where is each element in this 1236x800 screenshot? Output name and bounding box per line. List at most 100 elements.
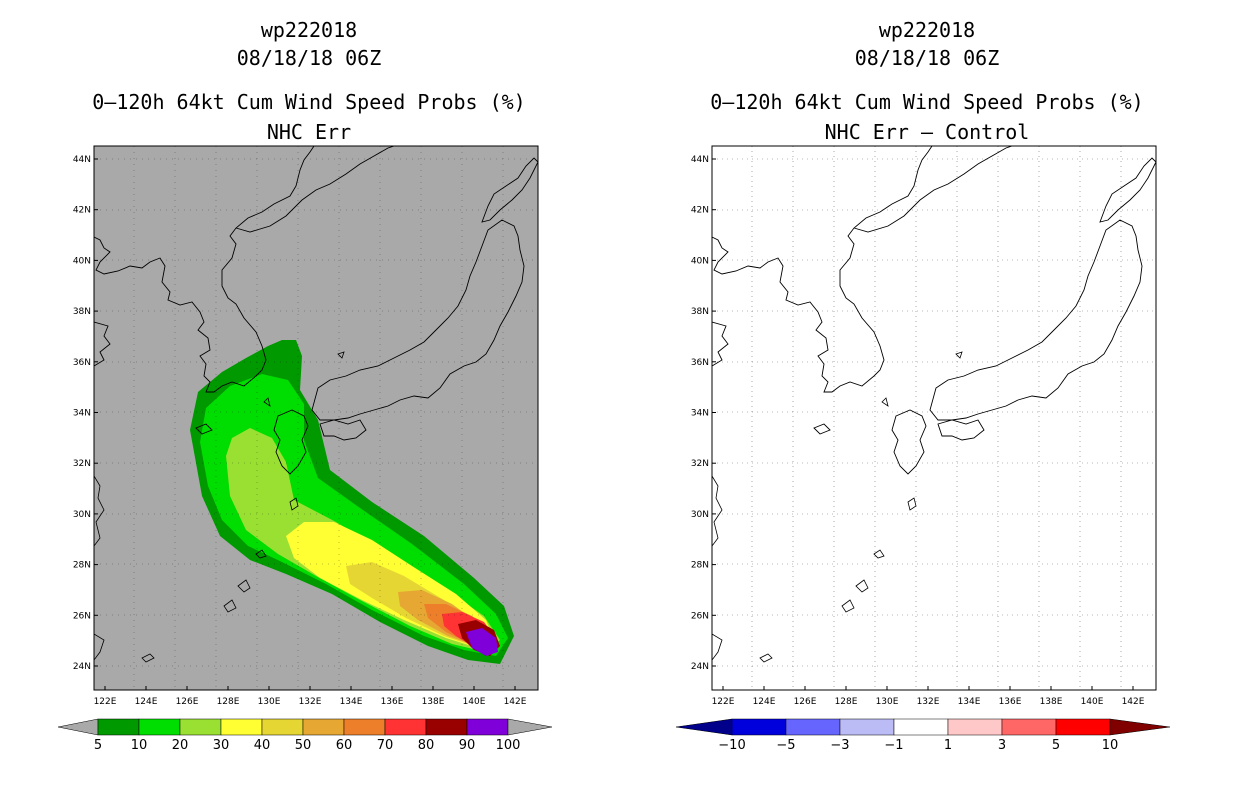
right-lon-label: 140E <box>1081 697 1104 707</box>
colorbar-label: −1 <box>884 738 903 753</box>
right-lon-label: 128E <box>835 697 858 707</box>
left-lon-label: 130E <box>258 697 281 707</box>
colorbar-swatch <box>138 718 181 736</box>
right-lon-label: 138E <box>1040 697 1063 707</box>
right-map-frame <box>711 145 1157 691</box>
colorbar-high-arrow <box>1109 718 1171 736</box>
colorbar-swatch <box>302 718 345 736</box>
colorbar-swatch <box>220 718 263 736</box>
left-lon-label: 132E <box>299 697 322 707</box>
left-lon-label: 142E <box>504 697 527 707</box>
colorbar-label: 1 <box>944 738 952 753</box>
colorbar-swatch <box>97 718 140 736</box>
left-lon-label: 128E <box>217 697 240 707</box>
right-map-background <box>712 146 1156 690</box>
left-lon-label: 136E <box>381 697 404 707</box>
left-lat-label: 32N <box>73 459 91 469</box>
right-lat-label: 34N <box>691 409 709 419</box>
colorbar-swatch <box>343 718 386 736</box>
right-lon-label: 142E <box>1122 697 1145 707</box>
colorbar-swatch <box>839 718 895 736</box>
left-lat-label: 26N <box>73 611 91 621</box>
left-lat-label: 40N <box>73 256 91 266</box>
colorbar-low-arrow <box>57 718 99 736</box>
right-lat-label: 30N <box>691 510 709 520</box>
right-lat-label: 38N <box>691 307 709 317</box>
right-lat-label: 28N <box>691 561 709 571</box>
left-lon-label: 134E <box>340 697 363 707</box>
colorbar-swatch <box>384 718 427 736</box>
left-lat-label: 34N <box>73 409 91 419</box>
right-title: 0–120h 64kt Cum Wind Speed Probs (%) <box>710 90 1144 114</box>
left-lat-label: 36N <box>73 358 91 368</box>
right-subtitle: NHC Err – Control <box>824 120 1030 144</box>
left-lat-label: 44N <box>73 155 91 165</box>
colorbar-label: 90 <box>459 738 476 753</box>
left-lon-label: 124E <box>135 697 158 707</box>
left-axes: 122E 124E 126E 128E 130E 132E 134E 136E 138E 140E… <box>73 155 527 707</box>
right-lon-label: 132E <box>917 697 940 707</box>
right-lat-label: 36N <box>691 358 709 368</box>
colorbar-label: 60 <box>336 738 353 753</box>
right-lat-label: 32N <box>691 459 709 469</box>
right-datetime: 08/18/18 06Z <box>854 46 1000 70</box>
left-lat-label: 24N <box>73 662 91 672</box>
right-axes: 122E 124E 126E 128E 130E 132E 134E 136E 138E 140E… <box>691 155 1145 707</box>
colorbar-label: 40 <box>254 738 271 753</box>
right-lon-label: 126E <box>794 697 817 707</box>
colorbar-label: 50 <box>295 738 312 753</box>
right-lat-label: 42N <box>691 206 709 216</box>
colorbar-label: 5 <box>94 738 102 753</box>
colorbar-label: 10 <box>1102 738 1119 753</box>
colorbar-swatch <box>1055 718 1111 736</box>
colorbar-swatch <box>466 718 509 736</box>
colorbar-swatch <box>731 718 787 736</box>
colorbar-label: 70 <box>377 738 394 753</box>
right-lon-label: 122E <box>712 697 735 707</box>
colorbar-swatch <box>261 718 304 736</box>
colorbar-label: −3 <box>830 738 849 753</box>
left-subtitle: NHC Err <box>266 120 352 144</box>
colorbar-high-arrow <box>507 718 553 736</box>
left-title: 0–120h 64kt Cum Wind Speed Probs (%) <box>92 90 526 114</box>
right-lon-label: 124E <box>753 697 776 707</box>
left-lat-label: 42N <box>73 206 91 216</box>
right-lat-label: 24N <box>691 662 709 672</box>
right-lon-label: 130E <box>876 697 899 707</box>
left-map-frame <box>93 145 539 691</box>
colorbar-label: 3 <box>998 738 1006 753</box>
left-grid <box>94 146 538 690</box>
left-lat-label: 38N <box>73 307 91 317</box>
right-lat-label: 40N <box>691 256 709 266</box>
colorbar-low-arrow <box>675 718 733 736</box>
colorbar-label: 5 <box>1052 738 1060 753</box>
right-lon-label: 136E <box>999 697 1022 707</box>
colorbar-label: 10 <box>131 738 148 753</box>
left-colorbar: 5 10 20 30 40 50 60 70 80 90 100 <box>57 718 553 753</box>
prob-contour-90 <box>466 628 498 656</box>
left-lon-label: 140E <box>463 697 486 707</box>
right-lat-label: 26N <box>691 611 709 621</box>
right-lon-label: 134E <box>958 697 981 707</box>
colorbar-label: 30 <box>213 738 230 753</box>
colorbar-swatch <box>947 718 1003 736</box>
right-lat-label: 44N <box>691 155 709 165</box>
colorbar-swatch <box>1001 718 1057 736</box>
right-map-panel <box>711 145 1157 691</box>
left-lat-label: 28N <box>73 561 91 571</box>
colorbar-label: −10 <box>718 738 745 753</box>
colorbar-swatch <box>893 718 949 736</box>
right-colorbar: −10 −5 −3 −1 1 3 5 10 <box>675 718 1171 753</box>
colorbar-label: 20 <box>172 738 189 753</box>
left-storm-id: wp222018 <box>260 18 358 42</box>
left-lon-label: 138E <box>422 697 445 707</box>
left-lat-label: 30N <box>73 510 91 520</box>
colorbar-label: −5 <box>776 738 795 753</box>
left-lon-label: 126E <box>176 697 199 707</box>
colorbar-label: 100 <box>496 738 521 753</box>
left-map-panel <box>93 145 539 691</box>
colorbar-swatch <box>785 718 841 736</box>
left-probability-contours <box>94 146 538 690</box>
colorbar-swatch <box>425 718 468 736</box>
